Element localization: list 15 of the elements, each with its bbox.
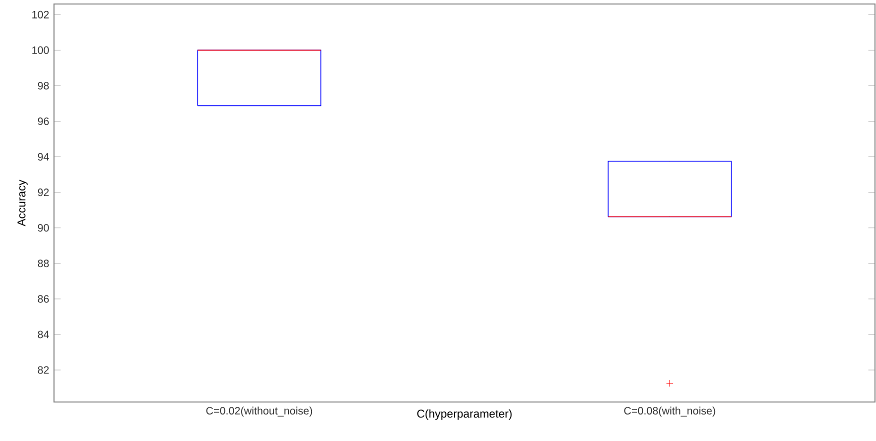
x-axis-title: C(hyperparameter) <box>417 409 512 420</box>
x-tick-label: C=0.02(without_noise) <box>206 406 312 417</box>
y-tick-label: 102 <box>32 10 49 18</box>
y-tick-label: 84 <box>38 330 49 338</box>
y-tick-label: 92 <box>38 188 49 196</box>
y-tick-label: 90 <box>38 224 49 232</box>
y-axis-title: Accuracy <box>18 180 28 226</box>
y-tick-label: 98 <box>38 82 49 90</box>
y-tick-label: 100 <box>32 46 49 54</box>
y-tick-label: 94 <box>38 153 49 161</box>
y-tick-label: 96 <box>38 117 49 126</box>
x-tick-label: C=0.08(with_noise) <box>624 406 716 417</box>
y-tick-label: 88 <box>38 260 49 268</box>
y-tick-label: 82 <box>38 366 49 374</box>
y-tick-label: 86 <box>38 295 49 303</box>
